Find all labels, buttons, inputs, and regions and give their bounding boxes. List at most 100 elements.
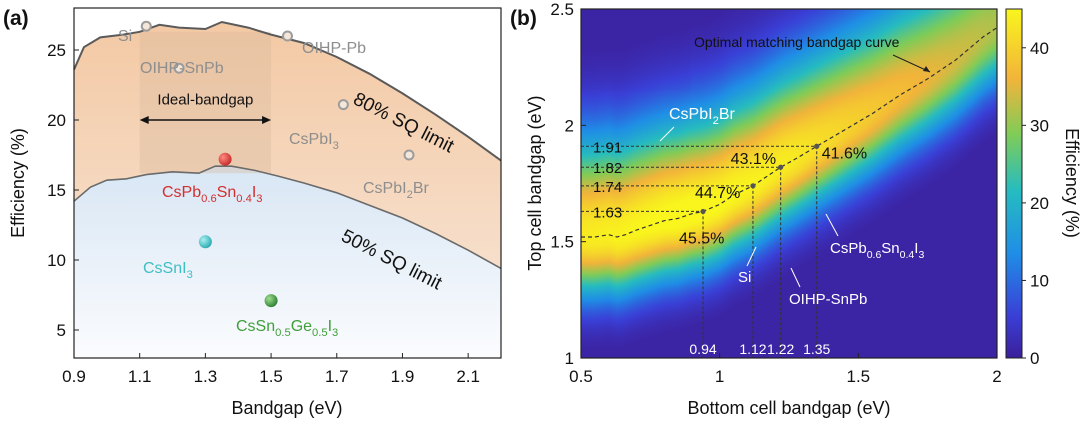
b-ytick-label: 1	[565, 349, 574, 368]
panel-b-label: (b)	[510, 7, 537, 30]
b-xtick-label: 1.5	[847, 367, 871, 386]
a-ytick-label: 10	[47, 251, 66, 270]
a-xtick-label: 1.1	[128, 367, 152, 386]
label-cssnge: CsSn0.5Ge0.5I3	[236, 318, 338, 339]
label-cspbi3: CsPbI3	[289, 131, 339, 152]
cb-tick-label: 20	[1030, 194, 1049, 213]
a-xtick-label: 1.5	[259, 367, 283, 386]
point-oihp-pb	[282, 30, 293, 42]
top-gap-label: 1.63	[593, 204, 622, 221]
colorbar-ticks: 0 10 20 30 40	[1022, 39, 1049, 368]
point-cssn0-5ge0-5i3	[264, 294, 278, 308]
panel-a-ylabel: Efficiency (%)	[8, 128, 28, 238]
b-xtick-label: 2	[992, 367, 1001, 386]
a-xtick-label: 2.1	[456, 367, 480, 386]
b-ytick-label: 1.5	[550, 233, 574, 252]
b-ytick-label: 2	[565, 116, 574, 135]
cb-tick-label: 30	[1030, 116, 1049, 135]
point-oihp-snpb	[173, 62, 185, 74]
panel-b: 45.5% 44.7% 43.1% 41.6% 1.63 1.74 1.82 1.91 0.…	[510, 0, 1080, 418]
colorbar-label: Efficiency (%)	[1062, 128, 1080, 238]
label-cssni3: CsSnI3	[143, 260, 193, 281]
b-xtick-label: 0.5	[569, 367, 593, 386]
ideal-bandgap-label: Ideal-bandgap	[157, 92, 253, 109]
cb-tick-label: 40	[1030, 39, 1049, 58]
bottom-gap-label: 1.22	[767, 341, 794, 357]
top-gap-labels: 1.63 1.74 1.82 1.91	[593, 139, 622, 221]
colorbar	[1005, 8, 1023, 359]
curve-label: Optimal matching bandgap curve	[694, 34, 900, 50]
ideal-bandgap-arrow	[139, 116, 272, 124]
device-point	[778, 164, 784, 170]
anno-cspbsn-leader	[825, 213, 839, 237]
efficiency-labels: 45.5% 44.7% 43.1% 41.6%	[679, 145, 867, 247]
a-ytick-label: 20	[47, 111, 66, 130]
point-cspbi3	[337, 99, 349, 111]
label-cspbi2br: CsPbI2Br	[363, 180, 429, 201]
efficiency-label: 43.1%	[731, 151, 776, 168]
ideal-arrow-left-head	[139, 116, 149, 124]
a-ytick-label: 25	[47, 41, 66, 60]
ideal-bandgap-band	[139, 31, 272, 174]
bottom-gap-label: 1.12	[739, 341, 766, 357]
a-xtick-label: 1.9	[391, 367, 415, 386]
point-cssni3	[198, 235, 212, 249]
a-ytick-label: 5	[57, 321, 66, 340]
bottom-gap-label: 1.35	[803, 341, 830, 357]
anno-si-leader	[746, 246, 757, 267]
efficiency-label: 44.7%	[695, 185, 740, 202]
label-oihp-snpb: OIHP-SnPb	[140, 60, 224, 77]
panel-a-xlabel: Bandgap (eV)	[231, 398, 342, 418]
a-ytick-label: 15	[47, 181, 66, 200]
anno-cspbi2br-leader	[659, 126, 675, 142]
panel-a-ticks: 0.9 1.1 1.3 1.5 1.7 1.9 2.1 5 10 15 20 25	[47, 41, 480, 386]
optimal-curve	[581, 27, 997, 238]
panel-a-points	[140, 20, 415, 308]
top-gap-label: 1.91	[593, 139, 622, 156]
anno-cspbsn: CsPb0.6Sn0.4I3	[830, 240, 924, 261]
panel-b-ticks: 0.5 1 1.5 211.522.5	[550, 0, 1001, 386]
anno-cspbi2br: CsPbI2Br	[669, 106, 735, 127]
device-point	[814, 143, 820, 149]
top-gap-label: 1.74	[593, 179, 622, 196]
sq50-fill	[74, 166, 501, 358]
efficiency-label: 41.6%	[822, 145, 867, 162]
point-si	[140, 20, 152, 32]
device-points	[700, 143, 820, 215]
bottom-gap-labels: 0.94 1.12 1.22 1.35	[689, 341, 830, 357]
label-oihp-pb: OIHP-Pb	[302, 40, 366, 57]
device-point	[700, 208, 706, 215]
anno-si: Si	[738, 269, 751, 286]
point-cspb0-6sn0-4i3	[218, 152, 232, 166]
top-gap-label: 1.82	[593, 160, 622, 177]
device-guides	[581, 145, 818, 358]
panel-b-ylabel: Top cell bandgap (eV)	[525, 95, 545, 270]
a-xtick-label: 0.9	[62, 367, 86, 386]
label-si: Si	[118, 28, 132, 45]
anno-oihp-snpb-leader	[790, 267, 801, 288]
panel-b-xlabel: Bottom cell bandgap (eV)	[687, 398, 890, 418]
panel-b-frame	[580, 8, 998, 359]
efficiency-label: 45.5%	[679, 230, 724, 247]
cb-tick-label: 10	[1030, 271, 1049, 290]
curve-label-leader	[892, 54, 931, 73]
a-xtick-label: 1.3	[194, 367, 218, 386]
a-xtick-label: 1.7	[325, 367, 349, 386]
anno-oihp-snpb: OIHP-SnPb	[789, 291, 867, 308]
curve-label-arrowhead	[923, 66, 930, 72]
bottom-gap-label: 0.94	[689, 341, 716, 357]
label-cspbsn: CsPb0.6Sn0.4I3	[162, 184, 263, 205]
efficiency-heatmap	[581, 9, 997, 358]
point-cspbi2br	[403, 149, 415, 161]
sq80-line	[73, 20, 502, 162]
b-xtick-label: 1	[715, 367, 724, 386]
device-point	[750, 183, 756, 189]
panel-a: Ideal-bandgap 80% SQ limit 50% SQ limit …	[3, 7, 502, 418]
panel-a-label: (a)	[3, 7, 29, 30]
ideal-arrow-right-head	[262, 116, 272, 124]
b-ytick-label: 2.5	[550, 0, 574, 19]
cb-tick-label: 0	[1030, 349, 1039, 368]
panel-a-frame	[73, 7, 502, 359]
